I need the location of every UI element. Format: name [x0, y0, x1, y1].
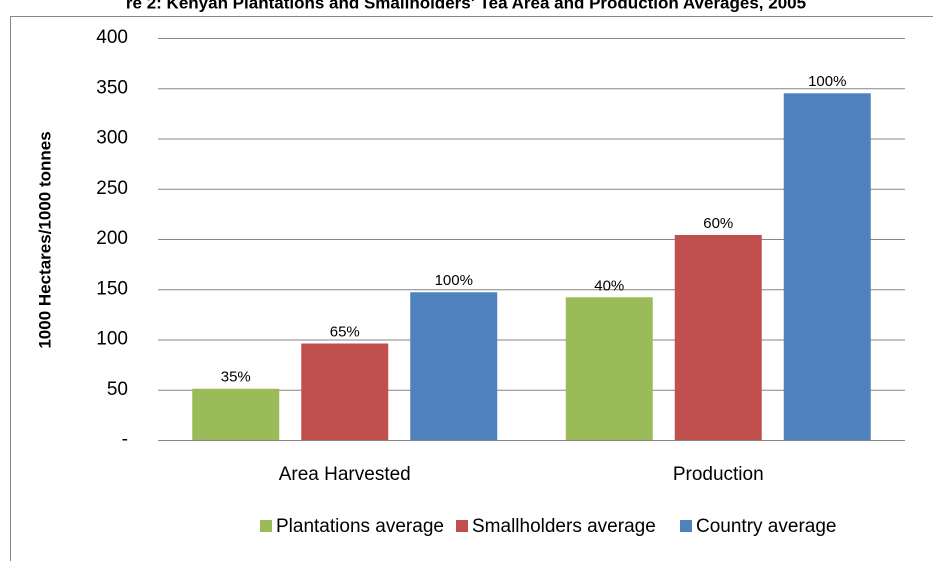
y-tick-label: 150: [96, 278, 128, 299]
y-tick-label: 100: [96, 329, 128, 350]
bar: [410, 292, 498, 440]
legend-label: Smallholders average: [472, 516, 656, 537]
bar: [674, 234, 762, 440]
data-label: 40%: [594, 277, 624, 294]
y-tick-label: 200: [96, 228, 128, 249]
legend-swatch: [680, 520, 692, 532]
y-tick-label: 300: [96, 128, 128, 149]
bar: [565, 297, 653, 440]
y-tick-label: 400: [96, 27, 128, 48]
x-tick-label: Area Harvested: [279, 464, 411, 485]
legend-label: Plantations average: [276, 516, 444, 537]
data-label: 65%: [330, 323, 360, 340]
y-tick-label: 350: [96, 77, 128, 98]
y-tick-label: -: [122, 429, 128, 450]
bar: [783, 93, 871, 441]
data-label: 60%: [703, 215, 733, 232]
y-tick-label: 250: [96, 178, 128, 199]
bar: [192, 388, 280, 440]
bar: [301, 343, 389, 440]
legend-swatch: [456, 520, 468, 532]
legend-swatch: [260, 520, 272, 532]
chart-frame: [10, 16, 933, 561]
data-label: 100%: [435, 272, 473, 289]
chart-title: re 2: Kenyan Plantations and Smallholder…: [126, 0, 806, 12]
legend-label: Country average: [696, 516, 836, 537]
y-tick-label: 50: [107, 379, 128, 400]
x-tick-label: Production: [673, 464, 764, 485]
y-axis-label: 1000 Hectares/1000 tonnes: [35, 131, 54, 348]
data-label: 35%: [221, 369, 251, 386]
data-label: 100%: [808, 73, 846, 90]
